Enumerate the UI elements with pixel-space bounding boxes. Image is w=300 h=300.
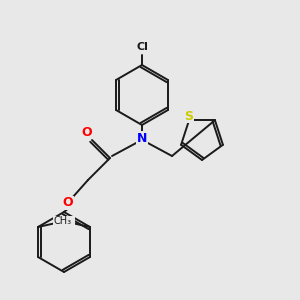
Text: O: O bbox=[82, 125, 92, 139]
Text: Cl: Cl bbox=[136, 42, 148, 52]
Text: S: S bbox=[184, 110, 194, 123]
Text: CH₃: CH₃ bbox=[56, 216, 74, 226]
Text: O: O bbox=[63, 196, 73, 209]
Text: N: N bbox=[137, 131, 147, 145]
Text: CH₃: CH₃ bbox=[54, 216, 72, 226]
